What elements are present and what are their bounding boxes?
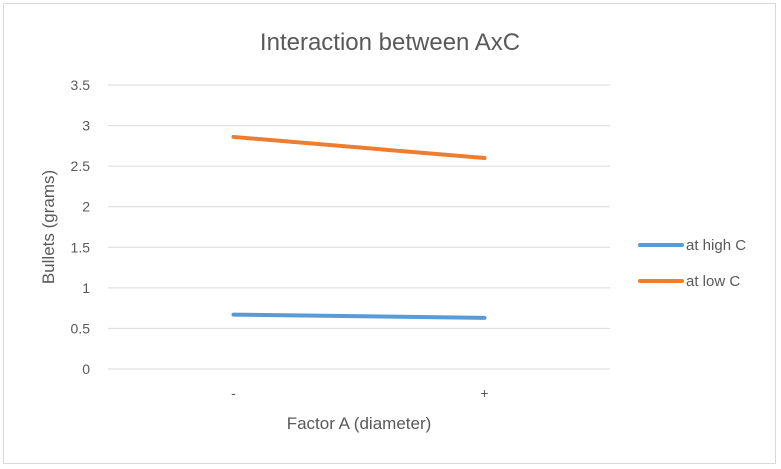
x-tick-label: - [231,385,236,401]
series-lines [231,134,487,320]
y-tick-label: 1.5 [71,239,91,255]
series-line [231,312,487,320]
y-tick-label: 0.5 [71,320,91,336]
x-axis-ticks: - + [231,385,488,401]
x-tick-label: + [480,385,488,401]
series-line [231,134,487,161]
y-tick-label: 3 [82,118,90,134]
y-tick-label: 1 [82,280,90,296]
y-tick-label: 2 [82,199,90,215]
y-tick-label: 0 [82,361,90,377]
grid-lines [108,84,610,370]
legend-label: at high C [686,237,746,254]
y-tick-label: 2.5 [71,158,91,174]
legend: at high C at low C [638,237,746,290]
x-axis-label: Factor A (diameter) [287,414,432,433]
chart-area [3,3,776,464]
y-axis-ticks: 0 0.5 1 1.5 2 2.5 3 3.5 [71,77,91,377]
y-tick-label: 3.5 [71,77,91,93]
y-axis-label: Bullets (grams) [39,170,58,284]
chart-title: Interaction between AxC [260,29,520,56]
legend-label: at low C [686,273,740,290]
